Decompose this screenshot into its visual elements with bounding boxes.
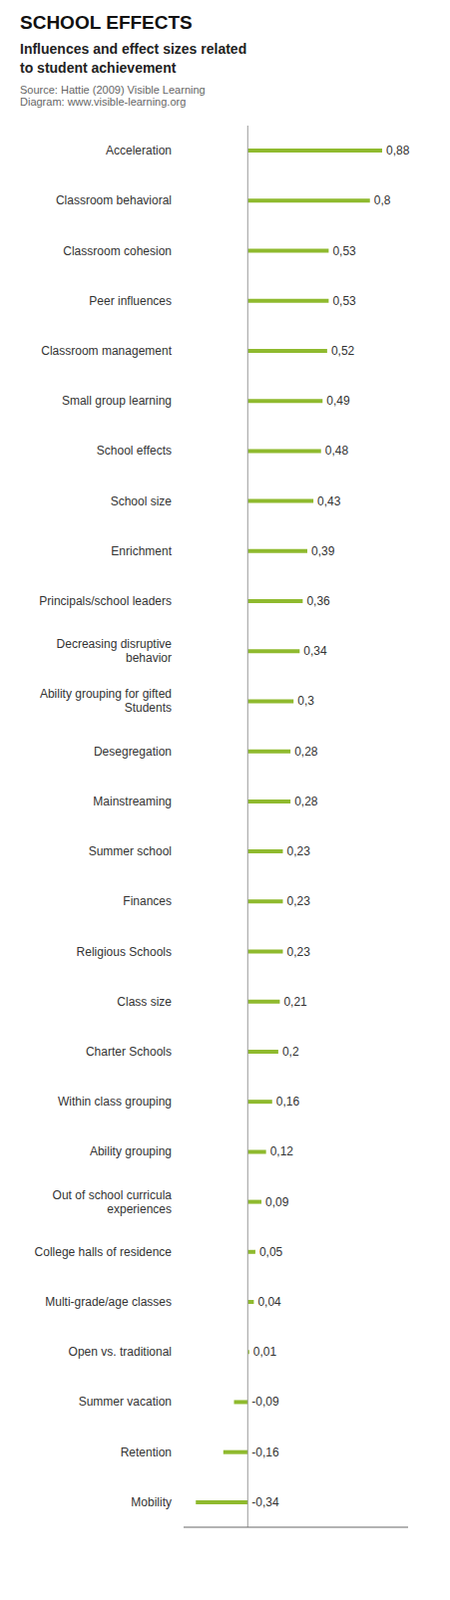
svg-text:Decreasing disruptivebehavior: Decreasing disruptivebehavior: [56, 637, 173, 666]
svg-text:0,43: 0,43: [317, 493, 342, 508]
svg-text:Acceleration: Acceleration: [105, 143, 172, 158]
svg-text:0,12: 0,12: [270, 1145, 295, 1160]
svg-text:Classroom cohesion: Classroom cohesion: [62, 243, 172, 258]
svg-text:Peer influences: Peer influences: [88, 294, 172, 309]
svg-text:0,49: 0,49: [326, 394, 351, 409]
svg-text:0,09: 0,09: [265, 1195, 290, 1210]
svg-text:0,48: 0,48: [325, 444, 350, 458]
svg-text:0,39: 0,39: [311, 544, 336, 559]
svg-text:0,2: 0,2: [282, 1045, 300, 1060]
svg-text:Open vs. traditional: Open vs. traditional: [68, 1346, 172, 1360]
svg-text:0,23: 0,23: [286, 944, 311, 959]
svg-text:Summer school: Summer school: [88, 845, 172, 860]
svg-text:0,28: 0,28: [294, 744, 319, 759]
svg-text:Multi-grade/age classes: Multi-grade/age classes: [44, 1296, 172, 1311]
svg-text:0,05: 0,05: [259, 1246, 284, 1261]
svg-text:0,53: 0,53: [332, 294, 357, 309]
svg-text:Retention: Retention: [120, 1445, 172, 1460]
svg-text:Within class grouping: Within class grouping: [57, 1095, 172, 1110]
svg-text:0,01: 0,01: [253, 1346, 278, 1360]
svg-text:0,16: 0,16: [276, 1095, 301, 1110]
svg-text:0,53: 0,53: [332, 243, 357, 258]
svg-text:-0,34: -0,34: [251, 1496, 280, 1511]
svg-text:Mobility: Mobility: [130, 1496, 172, 1511]
svg-text:-0,09: -0,09: [251, 1395, 280, 1410]
svg-text:Ability grouping for giftedStu: Ability grouping for giftedStudents: [39, 687, 172, 716]
html-text:to student achievement: to student achievement: [19, 59, 177, 76]
svg-text:0,88: 0,88: [386, 143, 411, 158]
svg-text:Out of school curriculaexperie: Out of school curriculaexperiences: [52, 1188, 173, 1217]
svg-text:0,28: 0,28: [294, 795, 319, 810]
svg-text:Principals/school leaders: Principals/school leaders: [38, 594, 172, 609]
svg-text:0,8: 0,8: [374, 193, 392, 208]
svg-text:Class size: Class size: [116, 995, 172, 1010]
html-text:SCHOOL EFFECTS: SCHOOL EFFECTS: [19, 11, 193, 33]
svg-text:0,52: 0,52: [331, 344, 356, 359]
svg-text:Small group learning: Small group learning: [61, 394, 172, 409]
svg-text:0,3: 0,3: [297, 694, 315, 709]
svg-text:0,36: 0,36: [306, 594, 331, 609]
svg-text:School size: School size: [110, 493, 173, 508]
svg-text:Religious Schools: Religious Schools: [76, 944, 172, 959]
svg-text:Classroom management: Classroom management: [40, 344, 172, 359]
svg-text:Summer vacation: Summer vacation: [78, 1395, 172, 1410]
svg-text:Classroom behavioral: Classroom behavioral: [55, 193, 172, 208]
svg-text:College halls of residence: College halls of residence: [34, 1246, 173, 1261]
svg-text:Mainstreaming: Mainstreaming: [92, 795, 172, 810]
svg-text:Charter Schools: Charter Schools: [85, 1045, 172, 1060]
svg-text:0,23: 0,23: [286, 845, 311, 860]
svg-text:0,04: 0,04: [257, 1296, 282, 1311]
svg-text:0,23: 0,23: [286, 895, 311, 909]
html-text:Influences and effect sizes re: Influences and effect sizes related: [19, 40, 247, 57]
svg-text:0,21: 0,21: [283, 995, 308, 1010]
svg-text:-0,16: -0,16: [251, 1445, 280, 1460]
svg-text:Desegregation: Desegregation: [93, 744, 172, 759]
svg-text:Finances: Finances: [122, 895, 172, 909]
html-text:Diagram: www.visible-learning.: Diagram: www.visible-learning.org: [19, 95, 186, 108]
svg-text:Enrichment: Enrichment: [110, 544, 172, 559]
svg-text:School effects: School effects: [96, 444, 172, 458]
svg-text:Ability grouping: Ability grouping: [89, 1145, 172, 1160]
html-text:Source: Hattie (2009) Visible: Source: Hattie (2009) Visible Learning: [19, 83, 206, 96]
svg-text:0,34: 0,34: [303, 644, 328, 659]
